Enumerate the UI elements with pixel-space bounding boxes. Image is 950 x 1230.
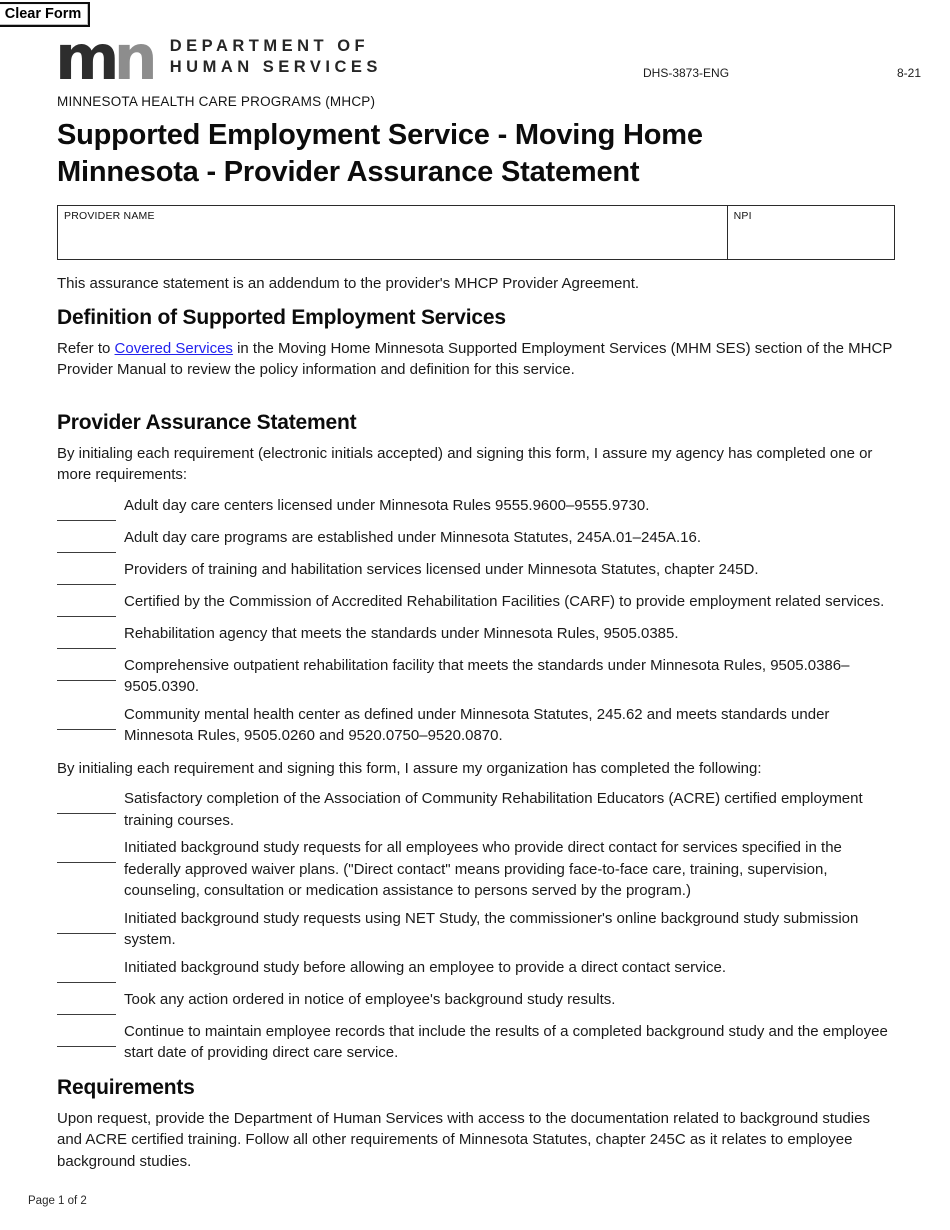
agency-name-line2: HUMAN SERVICES xyxy=(169,58,382,76)
initials-field[interactable] xyxy=(57,495,116,521)
agency-intro-paragraph: By initialing each requirement (electron… xyxy=(57,444,873,484)
list-item: Continue to maintain employee records th… xyxy=(57,1021,895,1064)
provider-name-cell: PROVIDER NAME xyxy=(57,205,728,260)
npi-label: NPI xyxy=(733,210,752,222)
initials-field[interactable] xyxy=(57,908,116,934)
provider-name-input[interactable] xyxy=(64,225,721,241)
assurance-heading: Provider Assurance Statement xyxy=(57,410,357,434)
list-item: Comprehensive outpatient rehabilitation … xyxy=(57,655,895,698)
program-line: MINNESOTA HEALTH CARE PROGRAMS (MHCP) xyxy=(57,94,376,109)
list-item: Community mental health center as define… xyxy=(57,704,895,747)
list-item: Initiated background study requests usin… xyxy=(57,908,895,951)
list-item-text: Continue to maintain employee records th… xyxy=(124,1022,888,1062)
list-item: Providers of training and habilitation s… xyxy=(57,559,895,585)
list-item-text: Adult day care centers licensed under Mi… xyxy=(124,496,650,514)
list-item: Rehabilitation agency that meets the sta… xyxy=(57,623,895,649)
agency-requirements-list: Adult day care centers licensed under Mi… xyxy=(57,495,895,747)
form-number: DHS-3873-ENG xyxy=(643,66,730,80)
page-number: Page 1 of 2 xyxy=(28,1195,87,1207)
page-title: Supported Employment Service - Moving Ho… xyxy=(57,119,703,188)
npi-input[interactable] xyxy=(733,225,888,241)
initials-field[interactable] xyxy=(57,704,116,730)
list-item-text: Initiated background study before allowi… xyxy=(124,958,727,976)
initials-field[interactable] xyxy=(57,1021,116,1047)
initials-field[interactable] xyxy=(57,623,116,649)
list-item-text: Rehabilitation agency that meets the sta… xyxy=(124,624,679,642)
initials-field[interactable] xyxy=(57,788,116,814)
list-item-text: Adult day care programs are established … xyxy=(124,528,702,546)
covered-services-link[interactable]: Covered Services xyxy=(114,339,233,357)
mn-logo-m: m xyxy=(55,21,120,94)
list-item-text: Certified by the Commission of Accredite… xyxy=(124,592,885,610)
list-item: Adult day care centers licensed under Mi… xyxy=(57,495,895,521)
list-item-text: Took any action ordered in notice of emp… xyxy=(124,990,616,1008)
initials-field[interactable] xyxy=(57,559,116,585)
organization-intro-paragraph: By initialing each requirement and signi… xyxy=(57,759,762,777)
agency-name-line1: DEPARTMENT OF xyxy=(169,37,370,55)
mn-logo: mn xyxy=(55,27,158,89)
list-item: Certified by the Commission of Accredite… xyxy=(57,591,895,617)
list-item: Satisfactory completion of the Associati… xyxy=(57,788,895,831)
list-item-text: Satisfactory completion of the Associati… xyxy=(124,790,863,829)
list-item-text: Initiated background study requests usin… xyxy=(124,909,859,949)
list-item-text: Community mental health center as define… xyxy=(124,705,830,745)
list-item: Initiated background study before allowi… xyxy=(57,957,895,983)
list-item-text: Initiated background study requests for … xyxy=(124,839,842,899)
requirements-paragraph: Upon request, provide the Department of … xyxy=(57,1109,870,1170)
initials-field[interactable] xyxy=(57,957,116,983)
npi-cell: NPI xyxy=(726,205,896,260)
initials-field[interactable] xyxy=(57,527,116,553)
agency-name: DEPARTMENT OF HUMAN SERVICES xyxy=(170,36,382,78)
initials-field[interactable] xyxy=(57,591,116,617)
list-item: Took any action ordered in notice of emp… xyxy=(57,989,895,1015)
list-item: Adult day care programs are established … xyxy=(57,527,895,553)
form-body: MINNESOTA HEALTH CARE PROGRAMS (MHCP) Su… xyxy=(57,94,896,1181)
list-item: Initiated background study requests for … xyxy=(57,837,895,902)
definition-heading: Definition of Supported Employment Servi… xyxy=(57,305,506,329)
agency-brand: mn DEPARTMENT OF HUMAN SERVICES xyxy=(55,27,382,89)
provider-name-label: PROVIDER NAME xyxy=(64,210,155,222)
mn-logo-n: n xyxy=(113,21,158,94)
initials-field[interactable] xyxy=(57,989,116,1015)
addendum-statement: This assurance statement is an addendum … xyxy=(57,275,640,292)
provider-info-table: PROVIDER NAME NPI xyxy=(57,205,896,260)
definition-text-after: in the Moving Home Minnesota Supported E… xyxy=(57,339,893,379)
revision-date: 8-21 xyxy=(896,66,921,80)
list-item-text: Providers of training and habilitation s… xyxy=(124,560,759,578)
initials-field[interactable] xyxy=(57,837,116,863)
initials-field[interactable] xyxy=(57,655,116,681)
requirements-heading: Requirements xyxy=(57,1075,195,1099)
definition-paragraph: Refer to Covered Services in the Moving … xyxy=(57,338,895,381)
clear-form-button[interactable]: Clear Form xyxy=(0,2,90,27)
organization-requirements-list: Satisfactory completion of the Associati… xyxy=(57,788,895,1064)
definition-text-before: Refer to xyxy=(57,339,115,357)
list-item-text: Comprehensive outpatient rehabilitation … xyxy=(124,656,850,696)
